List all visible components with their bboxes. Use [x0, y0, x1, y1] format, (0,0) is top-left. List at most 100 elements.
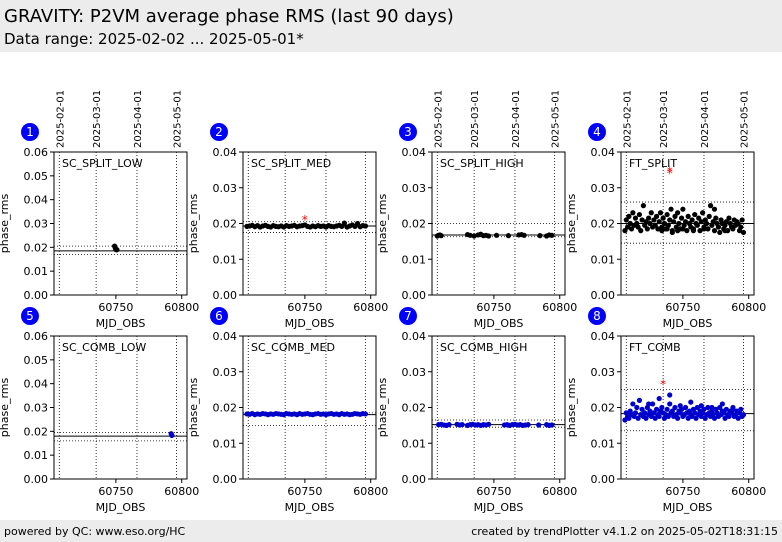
data-point [652, 222, 658, 228]
x-axis-label: MJD_OBS [474, 501, 524, 514]
data-point [656, 395, 662, 402]
data-point [114, 247, 120, 253]
data-point [659, 228, 665, 234]
y-tick-label: 0.03 [24, 402, 49, 415]
x-tick-label: 60750 [476, 485, 511, 498]
data-point [675, 415, 681, 421]
outlier-point: * [660, 377, 666, 391]
y-tick-label: 0.03 [402, 182, 427, 195]
data-point [719, 401, 725, 407]
data-point [659, 224, 665, 230]
data-point [700, 210, 706, 216]
data-point [735, 415, 741, 421]
data-point [723, 219, 729, 225]
chart-panel-5: 0.00 0.01 0.02 0.03 0.04 0.05 0.06 60750 60800 MJ… [0, 307, 199, 514]
chart-panel-4: 0.00 0.01 0.02 0.03 0.04 60750 60800 MJD_OBS pha… [565, 90, 766, 330]
plot-frame [431, 335, 566, 480]
y-tick-label: 0.02 [402, 402, 427, 415]
x-tick-label: 60800 [353, 301, 388, 314]
y-tick-label: 0.01 [402, 253, 427, 266]
date-tick-label: 2025-02-01 [55, 90, 66, 148]
x-tick-label: 60750 [98, 301, 133, 314]
y-axis-label: phase_rms [565, 193, 578, 253]
panel-label: FT_COMB [629, 341, 681, 354]
data-point [647, 408, 653, 414]
data-point [721, 410, 727, 416]
data-point [652, 415, 658, 421]
panel-number: 8 [593, 309, 601, 323]
data-point [659, 404, 665, 411]
data-point [717, 229, 723, 236]
data-point [635, 224, 641, 230]
chart-panel-1: 0.00 0.01 0.02 0.03 0.04 0.05 0.06 60750 60800 MJ… [0, 90, 199, 330]
y-tick-label: 0.04 [402, 330, 427, 343]
x-axis-label: MJD_OBS [285, 317, 335, 330]
data-point [715, 224, 722, 230]
panel-number-badge [588, 123, 606, 141]
y-tick-label: 0.03 [591, 366, 616, 379]
outlier-point: * [667, 165, 673, 179]
x-tick-label: 60800 [731, 301, 766, 314]
data-point [707, 203, 714, 209]
x-tick-label: 60750 [665, 301, 700, 314]
page-subtitle: Data range: 2025-02-02 ... 2025-05-01* [4, 30, 304, 48]
data-point [639, 217, 645, 223]
panel-label: SC_COMB_HIGH [440, 341, 527, 354]
panel-number: 3 [404, 125, 412, 139]
data-point [730, 406, 736, 412]
data-point [653, 213, 660, 219]
data-point [705, 404, 711, 411]
data-point [630, 401, 636, 407]
data-point [362, 411, 369, 417]
data-point [713, 215, 719, 221]
y-tick-label: 0.01 [24, 449, 49, 462]
panel-number-badge [588, 307, 606, 325]
y-tick-label: 0.03 [402, 366, 427, 379]
data-point [682, 219, 689, 225]
data-point [636, 211, 643, 218]
y-axis-label: phase_rms [187, 193, 200, 253]
x-tick-label: 60800 [353, 485, 388, 498]
x-tick-label: 60800 [542, 485, 577, 498]
date-tick-label: 2025-05-01 [550, 90, 561, 148]
data-point [694, 404, 700, 411]
data-point [688, 399, 694, 405]
y-tick-label: 0.03 [213, 366, 238, 379]
y-tick-label: 0.02 [24, 241, 49, 254]
date-tick-label: 2025-04-01 [700, 90, 711, 148]
data-point [648, 413, 654, 420]
data-point [672, 213, 678, 219]
date-tick-label: 2025-02-01 [433, 90, 444, 148]
y-tick-label: 0.00 [402, 473, 427, 486]
data-point [722, 228, 728, 234]
panel-number: 4 [593, 125, 601, 139]
y-tick-label: 0.02 [213, 402, 238, 415]
panel-number: 1 [26, 125, 34, 139]
data-point [738, 406, 744, 412]
panel-number-badge [399, 307, 417, 325]
data-point [685, 213, 691, 219]
data-point [740, 229, 747, 236]
data-point [664, 211, 670, 218]
data-point [644, 226, 650, 232]
data-point [622, 228, 628, 234]
x-tick-label: 60750 [98, 485, 133, 498]
data-point [459, 422, 465, 428]
data-point [648, 210, 654, 216]
data-point [627, 220, 633, 227]
y-tick-label: 0.04 [591, 330, 616, 343]
data-point [626, 213, 632, 219]
data-point [682, 404, 689, 411]
data-point [706, 213, 712, 219]
data-point [740, 412, 747, 418]
y-tick-label: 0.00 [24, 473, 49, 486]
data-point [362, 223, 369, 229]
y-tick-label: 0.00 [591, 473, 616, 486]
data-point [690, 228, 697, 234]
data-point [653, 406, 660, 412]
data-point [623, 217, 629, 223]
data-point [626, 415, 632, 421]
y-tick-label: 0.05 [24, 354, 49, 367]
data-point [628, 226, 635, 232]
